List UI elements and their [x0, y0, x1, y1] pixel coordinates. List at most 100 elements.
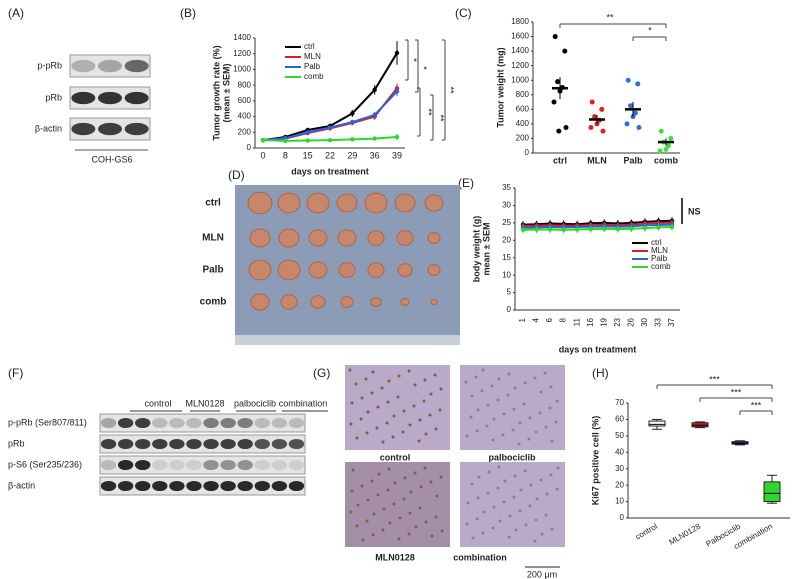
blot-row-label: β-actin — [35, 123, 62, 133]
ihc-speck — [486, 491, 490, 495]
tumor — [424, 194, 444, 212]
ihc-speck — [533, 376, 537, 380]
tumor — [394, 193, 416, 213]
ihc-speck — [513, 474, 517, 478]
ihc-speck — [397, 537, 401, 541]
ihc-speck — [364, 377, 368, 381]
significance: ** — [606, 12, 614, 22]
band — [135, 438, 151, 450]
ihc-speck — [512, 495, 516, 499]
point — [588, 226, 593, 232]
ihc-speck — [349, 422, 353, 426]
ihc-speck — [430, 534, 434, 538]
x-tick-label: 39 — [392, 150, 402, 160]
x-tick-label: 6 — [545, 317, 554, 322]
significance: ** — [424, 108, 434, 116]
ihc-speck — [365, 431, 369, 435]
y-tick-label: 20 — [615, 480, 624, 489]
ihc-speck — [475, 429, 479, 433]
ihc-speck — [359, 417, 363, 421]
y-tick-label: 1200 — [233, 49, 251, 58]
ihc-speck — [470, 394, 474, 398]
ihc-speck — [528, 416, 532, 420]
ihc-speck — [435, 494, 439, 498]
band — [237, 480, 253, 492]
tumor — [400, 297, 410, 307]
y-tick-label: 200 — [238, 127, 252, 136]
blot-row-label: pRb — [45, 92, 62, 102]
ihc-speck — [480, 389, 484, 393]
cell-line-label: COH-GS6 — [91, 154, 132, 164]
ihc-speck — [549, 473, 553, 477]
x-tick-label: 4 — [532, 317, 541, 322]
band — [124, 122, 149, 136]
x-tick-label: 16 — [586, 317, 595, 326]
significance: ** — [436, 114, 446, 122]
band — [288, 459, 305, 471]
ihc-speck — [376, 493, 380, 497]
point — [574, 227, 580, 232]
significance: NS — [688, 206, 701, 216]
ihc-speck — [491, 526, 495, 530]
ihc-speck — [418, 506, 422, 510]
row-label: ctrl — [205, 198, 221, 209]
ihc-speck — [439, 475, 443, 479]
ihc-speck — [349, 510, 353, 514]
y-tick-label: 1400 — [233, 33, 251, 42]
significance: *** — [709, 374, 720, 384]
ihc-speck — [522, 402, 526, 406]
band — [254, 480, 270, 492]
ihc-speck — [555, 399, 559, 403]
row-label: comb — [200, 297, 227, 308]
tumor — [306, 192, 330, 214]
x-tick-label: comb — [654, 155, 679, 165]
panel-label: (A) — [8, 6, 24, 20]
ihc-speck — [554, 420, 558, 424]
ihc-speck — [397, 374, 401, 378]
band — [100, 438, 117, 450]
point — [668, 135, 674, 141]
ihc-speck — [423, 466, 427, 470]
ihc-speck — [434, 427, 438, 431]
ihc-speck — [497, 377, 501, 381]
ihc-speck — [348, 368, 352, 372]
ihc-label: control — [380, 452, 411, 462]
blot-strip — [99, 413, 306, 433]
point — [629, 226, 634, 231]
band — [117, 459, 134, 471]
ihc-speck — [350, 489, 354, 493]
ihc-speck — [354, 382, 358, 386]
tumor — [249, 228, 271, 248]
ihc-speck — [365, 519, 369, 523]
band — [186, 417, 202, 429]
point — [555, 79, 561, 85]
ihc-speck — [391, 435, 395, 439]
group-label: combination — [279, 398, 328, 408]
y-tick-label: 400 — [516, 119, 530, 128]
point — [599, 106, 605, 112]
ihc-speck — [491, 438, 495, 442]
x-tick-label: Palb — [623, 155, 643, 165]
ihc-speck — [387, 467, 391, 471]
band — [152, 417, 168, 429]
x-tick-label: 22 — [325, 150, 335, 160]
point — [588, 125, 594, 131]
band — [135, 459, 151, 471]
y-tick-label: 25 — [502, 218, 511, 227]
point — [547, 227, 553, 232]
ihc-speck — [381, 440, 385, 444]
ihc-speck — [424, 520, 428, 524]
point — [663, 146, 669, 152]
blot-row-label: p-pRb (Ser807/811) — [8, 417, 87, 427]
point — [624, 121, 630, 127]
band — [98, 91, 122, 105]
ihc-speck — [534, 430, 538, 434]
ihc-speck — [428, 413, 432, 417]
ihc-speck — [555, 487, 559, 491]
ihc-speck — [401, 430, 405, 434]
ihc-speck — [492, 417, 496, 421]
y-axis-label: Tumor growth rate (%) — [211, 45, 221, 140]
point — [350, 137, 355, 142]
point — [589, 99, 595, 105]
ihc-speck — [393, 481, 397, 485]
